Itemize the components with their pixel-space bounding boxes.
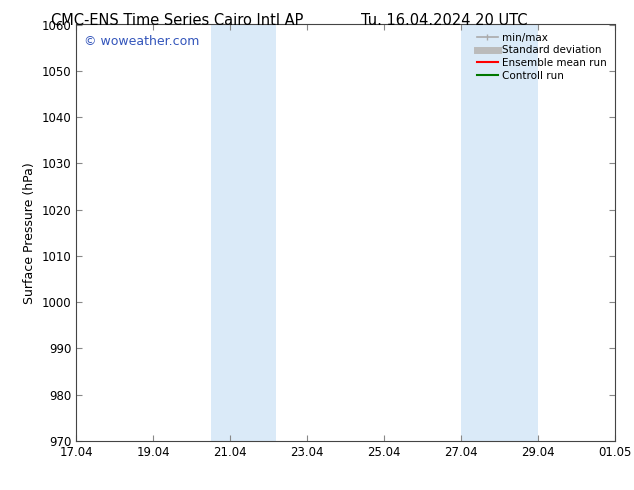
Text: Tu. 16.04.2024 20 UTC: Tu. 16.04.2024 20 UTC — [361, 13, 527, 28]
Legend: min/max, Standard deviation, Ensemble mean run, Controll run: min/max, Standard deviation, Ensemble me… — [474, 30, 610, 84]
Bar — [461, 24, 538, 441]
Bar — [210, 24, 276, 441]
Y-axis label: Surface Pressure (hPa): Surface Pressure (hPa) — [23, 162, 36, 304]
Text: CMC-ENS Time Series Cairo Intl AP: CMC-ENS Time Series Cairo Intl AP — [51, 13, 304, 28]
Text: © woweather.com: © woweather.com — [84, 35, 200, 48]
